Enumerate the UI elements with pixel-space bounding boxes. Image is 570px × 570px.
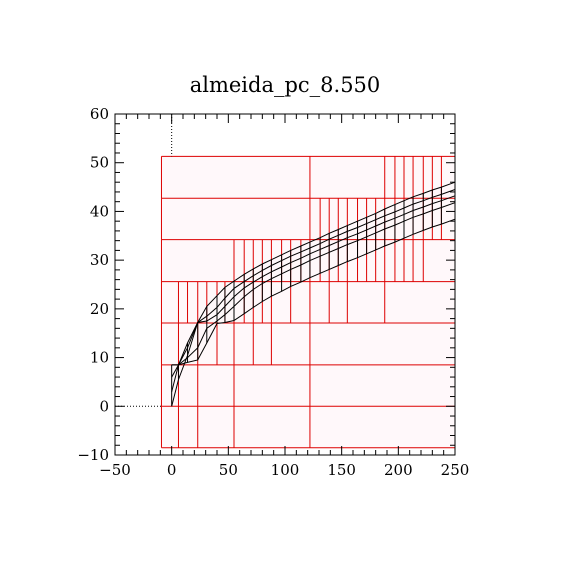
reference-lines — [115, 114, 173, 407]
y-tick-label: 20 — [90, 300, 109, 318]
y-tick-label: −10 — [77, 446, 109, 464]
x-tick-label: −50 — [99, 461, 131, 479]
y-tick-label: 0 — [99, 397, 109, 415]
chart-title: almeida_pc_8.550 — [190, 73, 381, 97]
refinement-region — [161, 156, 455, 448]
x-tick-label: 50 — [219, 461, 238, 479]
y-tick-label: 50 — [90, 154, 109, 172]
x-tick-label: 250 — [441, 461, 470, 479]
y-axis: −10 0 10 20 30 40 50 60 — [77, 105, 455, 464]
y-tick-label: 60 — [90, 105, 109, 123]
y-tick-label: 10 — [90, 349, 109, 367]
x-tick-label: 100 — [271, 461, 300, 479]
x-axis: −50 0 50 100 150 200 250 — [99, 114, 469, 479]
mesh-line — [171, 181, 456, 407]
y-tick-label: 30 — [90, 251, 109, 269]
refinement-fill — [161, 156, 455, 448]
x-tick-label: 200 — [384, 461, 413, 479]
y-tick-label: 40 — [90, 202, 109, 220]
x-tick-label: 150 — [327, 461, 356, 479]
x-tick-label: 0 — [167, 461, 177, 479]
